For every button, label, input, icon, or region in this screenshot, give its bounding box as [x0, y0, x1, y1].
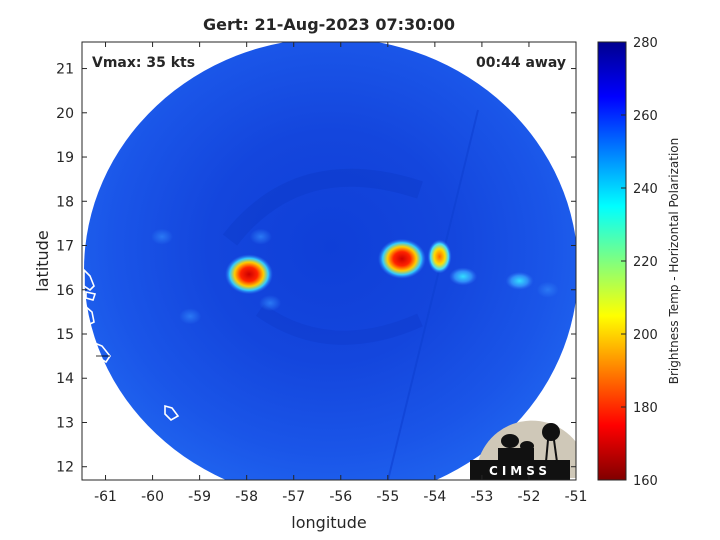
time-away-label: 00:44 away [476, 55, 566, 71]
x-tick-label: -51 [565, 489, 588, 505]
convective-cell [249, 228, 272, 245]
y-tick-label: 20 [56, 106, 74, 122]
x-tick-label: -59 [188, 489, 211, 505]
island-outline [99, 374, 108, 390]
convective-features [150, 228, 559, 325]
convective-cell [179, 308, 202, 325]
x-tick-label: -54 [423, 489, 446, 505]
y-axis-label: latitude [33, 230, 52, 291]
microwave-swath [84, 42, 576, 480]
convective-cell [536, 281, 559, 298]
colorbar-tick-label: 180 [633, 401, 658, 416]
colorbar-label: Brightness Temp - Horizontal Polarizatio… [667, 138, 681, 385]
x-tick-label: -52 [518, 489, 541, 505]
logo-text: CIMSS [489, 464, 551, 478]
logo-tower [542, 423, 560, 441]
convective-cell [150, 228, 173, 245]
swath-layer [83, 42, 576, 480]
convective-cell [377, 238, 426, 279]
colorbar-tick-label: 280 [633, 36, 658, 51]
x-axis-label: longitude [291, 513, 366, 532]
island-outline [88, 404, 97, 418]
x-tick-label: -60 [141, 489, 164, 505]
convective-cell [225, 254, 274, 295]
x-tick-label: -58 [235, 489, 258, 505]
convective-cell [449, 267, 478, 286]
island-outline [83, 268, 95, 292]
cimss-logo: CIMSS [470, 420, 576, 480]
y-tick-label: 14 [56, 371, 74, 387]
convective-cell [505, 271, 534, 290]
vmax-label: Vmax: 35 kts [92, 55, 195, 71]
logo-banner [470, 460, 570, 480]
colorbar-tick-label: 160 [633, 474, 658, 489]
colorbar-tick-label: 200 [633, 328, 658, 343]
plot-frame [81, 41, 577, 481]
y-tick-label: 15 [56, 327, 74, 343]
y-tick-label: 16 [56, 283, 74, 299]
logo-building [498, 448, 534, 460]
y-tick-label: 21 [56, 62, 74, 78]
axis-ticks: -61 -60 -59 -58 -57 -56 -55 -54 -53 -52 -51 12 13 14 1… [56, 42, 587, 505]
island-outline [85, 291, 97, 301]
rain-band [222, 168, 423, 246]
convective-cell [427, 239, 452, 274]
x-tick-label: -61 [94, 489, 117, 505]
colorbar-tick-label: 240 [633, 182, 658, 197]
y-tick-label: 17 [56, 239, 74, 255]
colorbar-ticks: 160 180 200 220 240 260 280 [621, 36, 658, 489]
x-tick-label: -57 [282, 489, 305, 505]
island-outline [164, 404, 180, 421]
island-outline [83, 304, 95, 327]
x-tick-label: -53 [470, 489, 493, 505]
land-outlines [83, 268, 180, 421]
island-outline [90, 340, 111, 364]
chart-title: Gert: 21-Aug-2023 07:30:00 [203, 15, 455, 34]
convective-cell [259, 295, 282, 312]
y-tick-label: 13 [56, 415, 74, 431]
rain-band [255, 304, 423, 345]
scan-seam [387, 109, 479, 480]
x-tick-label: -55 [376, 489, 399, 505]
y-tick-label: 12 [56, 460, 74, 476]
colorbar-tick-label: 220 [633, 255, 658, 270]
x-tick-label: -56 [329, 489, 352, 505]
colorbar-tick-label: 260 [633, 109, 658, 124]
y-tick-label: 19 [56, 150, 74, 166]
y-tick-label: 18 [56, 194, 74, 210]
logo-dish [501, 434, 519, 448]
